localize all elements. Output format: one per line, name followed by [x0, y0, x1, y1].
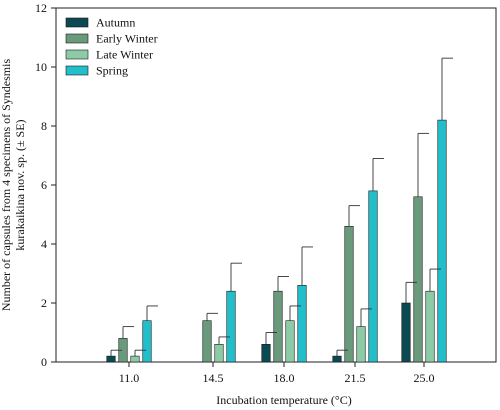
bar [285, 320, 295, 363]
legend-swatch [65, 17, 89, 28]
bar [106, 355, 116, 363]
bar [261, 343, 271, 363]
bar [356, 326, 366, 363]
bars-group [106, 119, 447, 363]
error-bars-group [110, 57, 453, 357]
bar [425, 290, 435, 363]
y-tick-label: 0 [41, 355, 47, 369]
y-tick-label: 4 [41, 237, 47, 251]
bar [130, 355, 140, 363]
y-tick-label: 6 [41, 178, 47, 192]
legend-swatch [65, 33, 89, 44]
bar [202, 320, 212, 363]
y-tick-label: 10 [35, 60, 47, 74]
legend-swatch [65, 65, 89, 76]
x-tick-label: 21.5 [345, 371, 366, 385]
x-tick-label: 18.0 [274, 371, 295, 385]
legend: Autumn Early Winter Late Winter Spring [65, 16, 158, 78]
legend-swatch [65, 49, 89, 60]
y-axis: 0 2 4 6 8 10 12 [35, 1, 56, 369]
x-tick-label: 25.0 [414, 371, 435, 385]
x-tick-label: 14.5 [203, 371, 224, 385]
bar [368, 190, 378, 363]
legend-label: Late Winter [96, 48, 153, 62]
bar [214, 343, 224, 363]
x-axis-title: Incubation temperature (°C) [216, 393, 351, 407]
y-tick-label: 2 [41, 296, 47, 310]
bar [401, 302, 411, 363]
legend-label: Spring [96, 64, 128, 78]
legend-label: Early Winter [96, 32, 158, 46]
x-axis: 11.0 14.5 18.0 21.5 25.0 [119, 362, 435, 385]
bar [226, 290, 236, 363]
y-axis-title-line1: Number of capsules from 4 specimens of S… [0, 59, 13, 312]
x-tick-label: 11.0 [119, 371, 140, 385]
bar [344, 226, 354, 363]
y-axis-title-line2: kurakaikina nov. sp. (± SE) [13, 119, 27, 250]
bar [413, 196, 423, 363]
bar [297, 284, 307, 363]
legend-label: Autumn [96, 16, 135, 30]
bar [332, 355, 342, 363]
bar [273, 290, 283, 363]
y-tick-label: 8 [41, 119, 47, 133]
bar [142, 320, 152, 363]
y-tick-label: 12 [35, 1, 47, 15]
bar [437, 119, 447, 363]
